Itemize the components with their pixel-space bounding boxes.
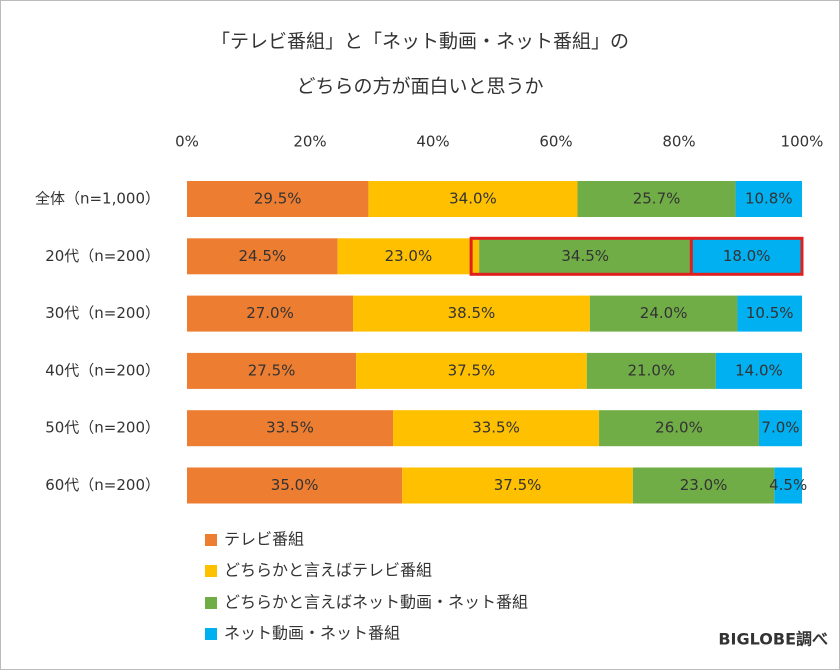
x-tick-label: 40% [416,133,449,151]
bar-segment [737,295,802,332]
data-label: 27.5% [248,361,296,379]
data-label: 25.7% [633,190,681,208]
y-tick-label: 60代（n=200） [45,476,160,494]
x-tick-label: 80% [662,133,695,151]
data-label: 34.5% [561,247,609,265]
data-label: 38.5% [448,304,496,322]
data-label: 33.5% [266,419,314,437]
data-label: 23.0% [680,476,728,494]
legend-label: ネット動画・ネット番組 [224,624,400,643]
y-tick-label: 全体（n=1,000） [35,190,160,208]
bar-segment [356,352,587,389]
x-tick-label: 20% [293,133,326,151]
data-label: 4.5% [769,476,807,494]
data-label: 10.5% [746,304,794,322]
bar-segment [187,295,354,332]
y-tick-label: 40代（n=200） [45,361,160,379]
legend-swatch [205,534,217,546]
legend-label: テレビ番組 [224,530,304,549]
data-label: 34.0% [449,190,497,208]
data-label: 10.8% [745,190,793,208]
bar-segment [691,238,802,275]
bar-segment [402,467,633,504]
bar-segment [774,467,802,504]
legend-label: どちらかと言えばネット動画・ネット番組 [224,593,528,612]
x-tick-label: 100% [781,133,824,151]
data-label: 21.0% [627,361,675,379]
x-tick-label: 60% [539,133,572,151]
bar-segment [393,410,600,447]
bar-segment [586,352,716,389]
bar-segment [337,238,480,275]
data-label: 33.5% [472,419,520,437]
bar-segment [577,181,736,217]
bar-segment [187,181,369,217]
bar-segment [353,295,590,332]
y-tick-label: 50代（n=200） [45,419,160,437]
bar-segment [758,410,802,447]
bar-segment [715,352,802,389]
legend-label: どちらかと言えばテレビ番組 [224,561,432,580]
highlight-box [469,236,804,276]
bar-segment [735,181,802,217]
chart-title: 「テレビ番組」と「ネット動画・ネット番組」の [211,31,629,53]
data-label: 24.0% [640,304,688,322]
bar-segment [479,238,692,275]
bar-segment [589,295,738,332]
data-label: 18.0% [723,247,771,265]
data-label: 23.0% [385,247,433,265]
x-tick-label: 0% [175,133,199,151]
y-tick-label: 20代（n=200） [45,247,160,265]
source-note: BIGLOBE調べ [718,630,828,649]
data-label: 27.0% [246,304,294,322]
bar-segment [187,467,403,504]
bar-segment [187,238,338,275]
legend-swatch [205,628,217,640]
y-tick-label: 30代（n=200） [45,304,160,322]
data-label: 29.5% [254,190,302,208]
data-label: 7.0% [761,419,799,437]
legend-swatch [205,597,217,609]
data-label: 14.0% [735,361,783,379]
legend-swatch [205,565,217,577]
bar-segment [599,410,759,447]
bar-segment [368,181,578,217]
bar-segment [187,352,357,389]
bar-segment [632,467,775,504]
data-label: 26.0% [655,419,703,437]
data-label: 37.5% [494,476,542,494]
data-label: 37.5% [448,361,496,379]
data-label: 35.0% [271,476,319,494]
data-label: 24.5% [239,247,287,265]
chart-title: どちらの方が面白いと思うか [296,76,543,98]
bar-segment [187,410,394,447]
